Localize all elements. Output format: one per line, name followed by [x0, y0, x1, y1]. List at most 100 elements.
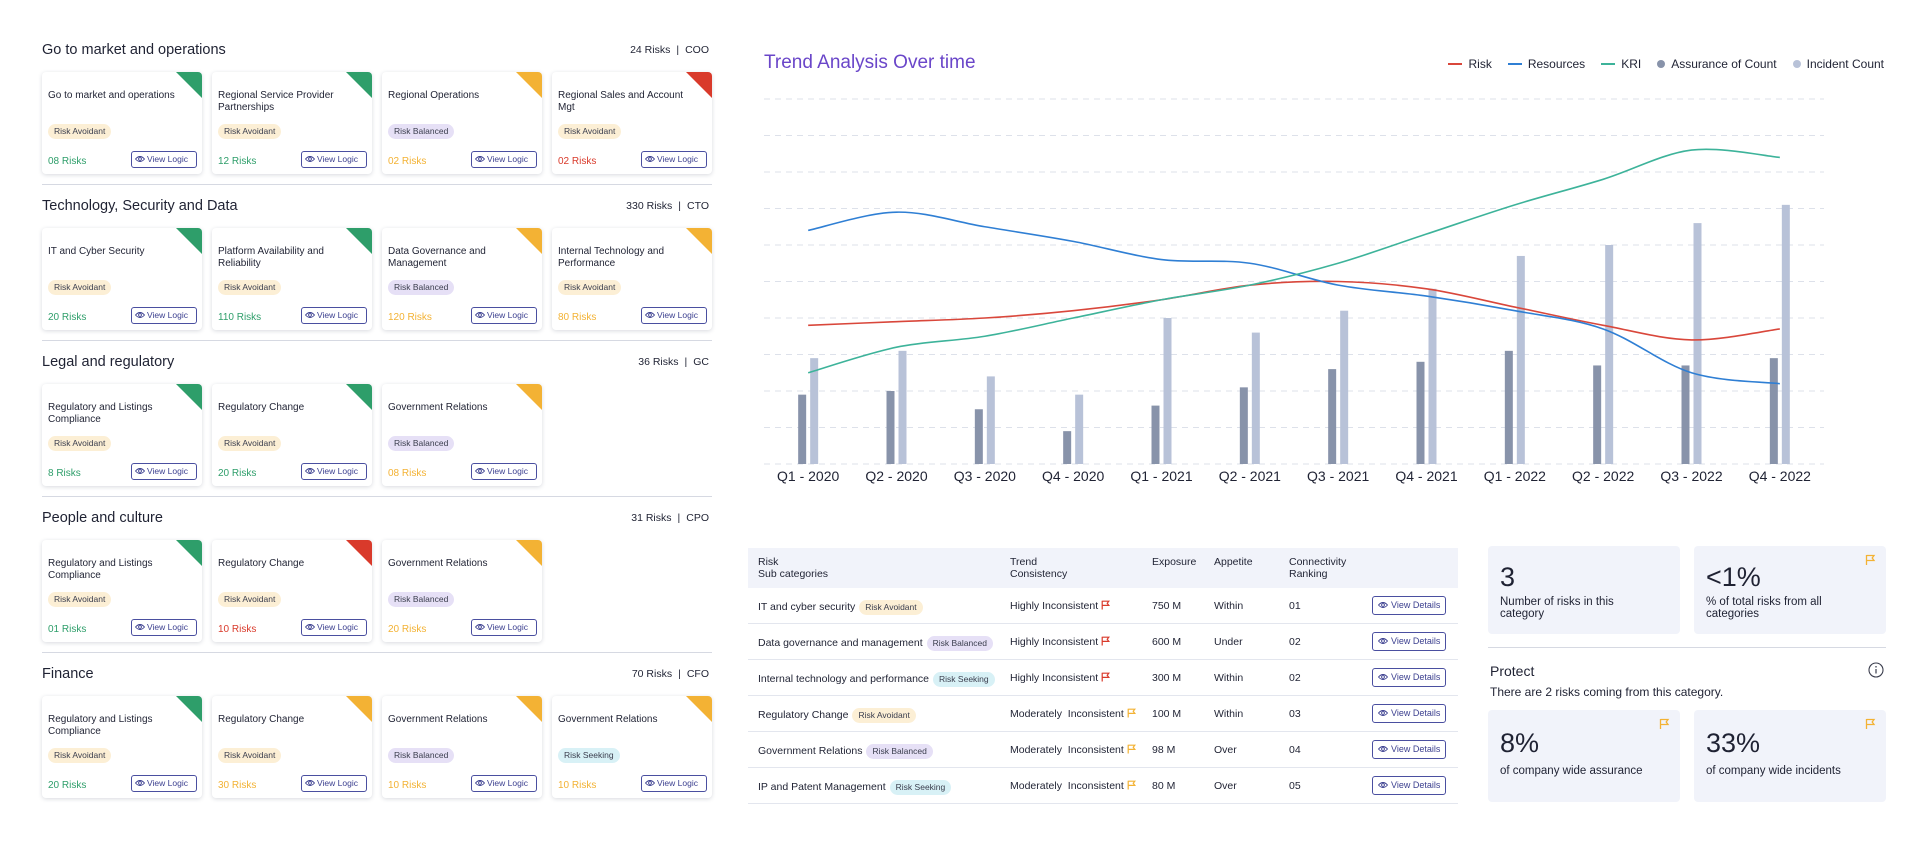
risk-category-card[interactable]: Government Relations Risk Balanced 08 Risk…: [382, 384, 542, 486]
assurance-bar[interactable]: [1063, 431, 1072, 464]
risk-category-card[interactable]: Government Relations Risk Seeking 10 Risks…: [552, 696, 712, 798]
legend-assurance[interactable]: Assurance of Count: [1657, 57, 1777, 71]
incident-bar[interactable]: [1781, 204, 1790, 464]
incident-bar[interactable]: [1075, 394, 1084, 464]
resources-line[interactable]: [808, 211, 1780, 385]
incident-bar[interactable]: [1516, 255, 1525, 464]
info-icon[interactable]: [1868, 662, 1884, 678]
risk-category-card[interactable]: Platform Availability and Reliability Ris…: [212, 228, 372, 330]
appetite-badge: Risk Balanced: [388, 280, 455, 295]
view-logic-button[interactable]: View Logic: [131, 151, 197, 168]
risk-category-card[interactable]: IT and Cyber Security Risk Avoidant 20 Ris…: [42, 228, 202, 330]
view-logic-button[interactable]: View Logic: [471, 463, 537, 480]
section-divider: [42, 184, 712, 185]
eye-icon: [305, 624, 315, 630]
view-logic-button[interactable]: View Logic: [471, 307, 537, 324]
view-details-button[interactable]: View Details: [1372, 740, 1446, 759]
eye-icon: [1378, 602, 1388, 608]
status-corner: [686, 696, 712, 722]
incident-bar[interactable]: [1605, 245, 1614, 464]
view-logic-label: View Logic: [147, 310, 188, 320]
risk-category-card[interactable]: Regional Sales and Account Mgt Risk Avoid…: [552, 72, 712, 174]
view-logic-button[interactable]: View Logic: [301, 151, 367, 168]
status-corner: [346, 228, 372, 254]
legend-resources[interactable]: Resources: [1507, 57, 1585, 71]
incident-bar[interactable]: [1163, 318, 1172, 464]
view-details-button[interactable]: View Details: [1372, 632, 1446, 651]
assurance-bar[interactable]: [1593, 365, 1602, 464]
flag-icon: [1101, 636, 1111, 646]
risk-category-card[interactable]: Regulatory Change Risk Avoidant 10 Risks Vi…: [212, 540, 372, 642]
legend-kri[interactable]: KRI: [1601, 57, 1641, 71]
risk-category-card[interactable]: Regional Operations Risk Balanced 02 Risks…: [382, 72, 542, 174]
assurance-bar[interactable]: [798, 394, 807, 464]
risk-category-card[interactable]: Regulatory and Listings Compliance Risk A…: [42, 540, 202, 642]
view-logic-button[interactable]: View Logic: [131, 619, 197, 636]
appetite-badge: Risk Balanced: [866, 744, 933, 759]
risk-category-card[interactable]: Regulatory and Listings Compliance Risk A…: [42, 384, 202, 486]
view-logic-button[interactable]: View Logic: [301, 463, 367, 480]
legend-risk[interactable]: Risk: [1448, 57, 1492, 71]
view-details-button[interactable]: View Details: [1372, 596, 1446, 615]
view-logic-button[interactable]: View Logic: [641, 307, 707, 324]
th-conn-line1: Connectivity: [1289, 556, 1347, 568]
view-logic-button[interactable]: View Logic: [471, 619, 537, 636]
assurance-bar[interactable]: [1504, 350, 1513, 464]
incident-bar[interactable]: [898, 350, 907, 464]
assurance-bar[interactable]: [1681, 365, 1690, 464]
incident-bar[interactable]: [1428, 288, 1437, 464]
risk-category-card[interactable]: Go to market and operations Risk Avoidant…: [42, 72, 202, 174]
view-logic-button[interactable]: View Logic: [131, 463, 197, 480]
legend-risk-swatch: [1448, 63, 1463, 65]
section-title: Go to market and operations: [42, 42, 226, 58]
view-details-button[interactable]: View Details: [1372, 668, 1446, 687]
risk-category-card[interactable]: Regulatory Change Risk Avoidant 20 Risks Vi…: [212, 384, 372, 486]
card-title: Government Relations: [388, 714, 488, 725]
incident-bar[interactable]: [1251, 332, 1260, 464]
risk-category-card[interactable]: Government Relations Risk Balanced 20 Risk…: [382, 540, 542, 642]
risk-category-card[interactable]: Regional Service Provider Partnerships Ri…: [212, 72, 372, 174]
view-logic-button[interactable]: View Logic: [641, 151, 707, 168]
stat-incidents: 33% of company wide incidents: [1694, 710, 1886, 802]
view-logic-button[interactable]: View Logic: [131, 307, 197, 324]
incident-bar[interactable]: [810, 358, 819, 464]
view-logic-button[interactable]: View Logic: [471, 151, 537, 168]
risk-line[interactable]: [808, 280, 1780, 341]
view-logic-button[interactable]: View Logic: [301, 307, 367, 324]
cell-appetite: Within: [1214, 672, 1244, 684]
assurance-bar[interactable]: [974, 409, 983, 464]
assurance-bar[interactable]: [1416, 361, 1425, 464]
risk-category-card[interactable]: Data Governance and Management Risk Balan…: [382, 228, 542, 330]
kri-line[interactable]: [807, 148, 1780, 374]
legend-incident[interactable]: Incident Count: [1792, 57, 1884, 71]
table-row: Government Relations Risk Balanced Moderat…: [748, 732, 1458, 768]
assurance-bar[interactable]: [1328, 369, 1337, 464]
risk-category-card[interactable]: Regulatory and Listings Compliance Risk A…: [42, 696, 202, 798]
risk-category-card[interactable]: Government Relations Risk Balanced 10 Risk…: [382, 696, 542, 798]
divider: [1488, 647, 1886, 648]
risk-category-card[interactable]: Regulatory Change Risk Avoidant 30 Risks Vi…: [212, 696, 372, 798]
view-logic-button[interactable]: View Logic: [131, 775, 197, 792]
incident-bar[interactable]: [986, 376, 995, 464]
view-details-button[interactable]: View Details: [1372, 704, 1446, 723]
incident-bar[interactable]: [1340, 310, 1349, 464]
view-logic-button[interactable]: View Logic: [471, 775, 537, 792]
view-logic-button[interactable]: View Logic: [301, 775, 367, 792]
view-details-button[interactable]: View Details: [1372, 776, 1446, 795]
stat-percent-total-value: <1%: [1706, 562, 1761, 592]
risk-category-card[interactable]: Internal Technology and Performance Risk …: [552, 228, 712, 330]
view-logic-button[interactable]: View Logic: [641, 775, 707, 792]
assurance-bar[interactable]: [1151, 405, 1160, 464]
assurance-bar[interactable]: [886, 391, 895, 464]
section-header: Go to market and operations 24 Risks | COO: [42, 40, 712, 64]
view-logic-button[interactable]: View Logic: [301, 619, 367, 636]
th-connectivity: Connectivity Ranking: [1289, 556, 1346, 580]
assurance-bar[interactable]: [1239, 387, 1248, 464]
incident-bar[interactable]: [1693, 223, 1702, 464]
stat-risk-count-value: 3: [1500, 562, 1516, 592]
assurance-bar[interactable]: [1769, 358, 1778, 464]
section-title: Legal and regulatory: [42, 354, 175, 370]
separator: |: [677, 512, 681, 524]
cell-exposure: 600 M: [1152, 636, 1182, 648]
appetite-badge: Risk Avoidant: [558, 124, 622, 139]
